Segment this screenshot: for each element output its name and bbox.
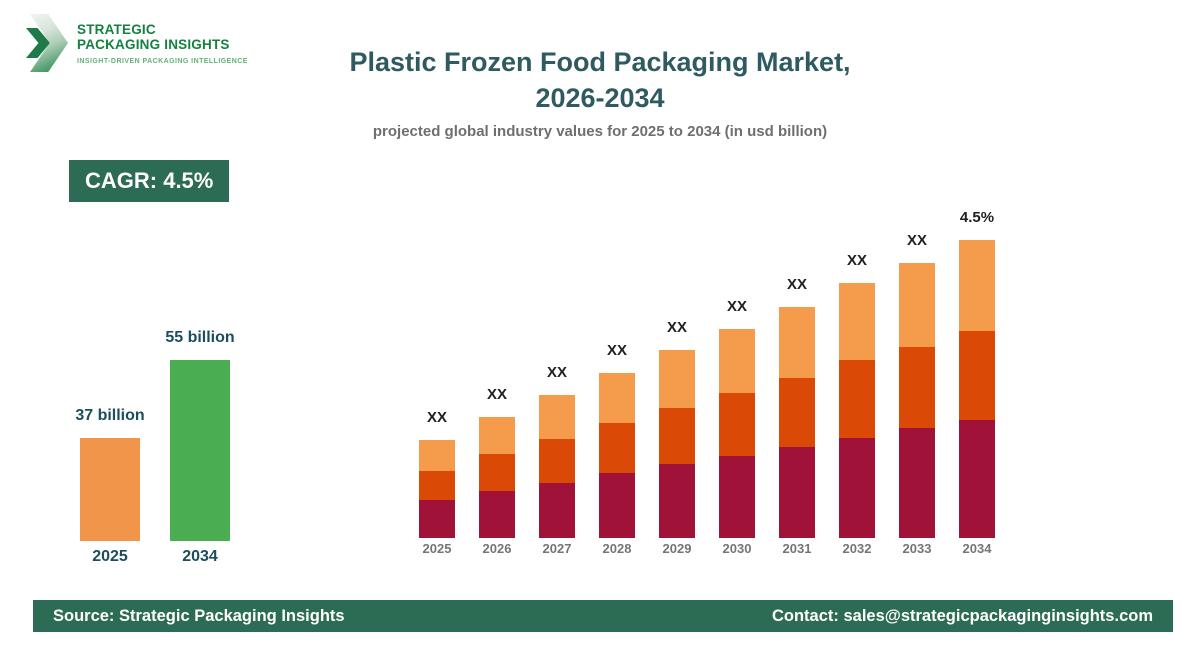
stack-segment-top (659, 350, 695, 408)
stack-segment-middle (599, 423, 635, 473)
stacked-bar-value-label: 4.5% (959, 209, 995, 226)
stack-segment-bottom (839, 438, 875, 538)
stacked-bar-group: XX (899, 232, 935, 538)
stack-segment-middle (779, 378, 815, 447)
stack-segment-bottom (659, 464, 695, 538)
x-axis-label: 2032 (842, 541, 872, 556)
stack-segment-bottom (599, 473, 635, 538)
footer-contact: Contact: sales@strategicpackaginginsight… (771, 606, 1153, 625)
stack-segment-middle (959, 331, 995, 420)
title-block: Plastic Frozen Food Packaging Market, 20… (0, 44, 1200, 140)
x-axis-label: 2027 (542, 541, 572, 556)
stack-segment-bottom (719, 456, 755, 538)
stack-segment-middle (539, 439, 575, 483)
stacked-bar-group: XX (419, 409, 455, 538)
stacked-bar-value-label: XX (846, 252, 867, 269)
x-axis-label: 2030 (722, 541, 752, 556)
stack-segment-top (599, 373, 635, 423)
stacked-bar-group: XX (539, 364, 575, 538)
summary-x-axis-label: 2025 (92, 548, 128, 565)
summary-bar-value-label: 37 billion (75, 407, 145, 424)
stack-segment-top (479, 417, 515, 454)
stacked-bar-group: XX (599, 342, 635, 538)
stack-segment-middle (419, 471, 455, 500)
stack-segment-middle (899, 347, 935, 428)
summary-bar-chart: 37 billion 2025 55 billion 2034 (70, 320, 250, 566)
stacked-bar-value-label: XX (426, 409, 447, 426)
brand-chevron-icon (26, 14, 68, 72)
summary-bar-group: 37 billion (75, 407, 145, 541)
footer-source: Source: Strategic Packaging Insights (53, 606, 345, 625)
stack-segment-bottom (959, 420, 995, 538)
brand-logo: STRATEGIC PACKAGING INSIGHTS INSIGHT-DRI… (26, 14, 248, 72)
stacked-bar-value-label: XX (786, 276, 807, 293)
x-axis-label: 2031 (782, 541, 812, 556)
x-axis-label: 2028 (602, 541, 632, 556)
stacked-bar-value-label: XX (906, 232, 927, 249)
stack-segment-top (419, 440, 455, 471)
stack-segment-middle (659, 408, 695, 464)
summary-bar (80, 438, 140, 541)
stacked-bar-group: 4.5% (959, 209, 995, 538)
stacked-bar-value-label: XX (666, 319, 687, 336)
stacked-bar-group: XX (719, 298, 755, 538)
stack-segment-middle (479, 454, 515, 491)
stack-segment-bottom (779, 447, 815, 538)
stack-segment-bottom (539, 483, 575, 538)
stacked-bar-group: XX (659, 319, 695, 538)
stacked-bar-value-label: XX (546, 364, 567, 381)
stacked-bar-group: XX (839, 252, 875, 538)
cagr-badge: CAGR: 4.5% (69, 160, 230, 202)
x-axis-label: 2033 (902, 541, 932, 556)
stack-segment-bottom (419, 500, 455, 538)
stacked-bar-chart: XX 2025 XX 2026 XX 2027 XX 2028 XX 2029 XX 2030 XX 20… (405, 200, 1015, 556)
footer-bar: Source: Strategic Packaging Insights Con… (33, 600, 1173, 632)
x-axis-label: 2034 (962, 541, 992, 556)
stack-segment-middle (839, 360, 875, 438)
stacked-bar-group: XX (779, 276, 815, 538)
stack-segment-top (539, 395, 575, 439)
stacked-bar-group: XX (479, 386, 515, 538)
stack-segment-top (839, 283, 875, 360)
brand-name-line1: STRATEGIC (77, 21, 156, 37)
stack-segment-top (959, 240, 995, 331)
stacked-bar-value-label: XX (726, 298, 747, 315)
page-title: Plastic Frozen Food Packaging Market, 20… (0, 44, 1200, 116)
stack-segment-top (899, 263, 935, 347)
page-title-line1: Plastic Frozen Food Packaging Market, (349, 47, 851, 77)
summary-x-axis-label: 2034 (182, 548, 218, 565)
summary-bar (170, 360, 230, 541)
brand-text-block: STRATEGIC PACKAGING INSIGHTS INSIGHT-DRI… (77, 14, 248, 72)
stacked-bar-value-label: XX (486, 386, 507, 403)
page-subtitle: projected global industry values for 202… (372, 123, 828, 140)
stack-segment-top (779, 307, 815, 378)
x-axis-label: 2026 (482, 541, 512, 556)
x-axis-label: 2025 (422, 541, 452, 556)
stack-segment-bottom (479, 491, 515, 538)
brand-name-line2: PACKAGING INSIGHTS (77, 36, 230, 52)
summary-bar-value-label: 55 billion (165, 329, 235, 346)
stack-segment-bottom (899, 428, 935, 538)
stack-segment-top (719, 329, 755, 393)
summary-bar-group: 55 billion (165, 329, 235, 541)
brand-tagline: INSIGHT-DRIVEN PACKAGING INTELLIGENCE (77, 57, 248, 65)
page-title-line2: 2026-2034 (535, 83, 665, 113)
stack-segment-middle (719, 393, 755, 456)
stacked-bar-value-label: XX (606, 342, 627, 359)
x-axis-label: 2029 (662, 541, 692, 556)
